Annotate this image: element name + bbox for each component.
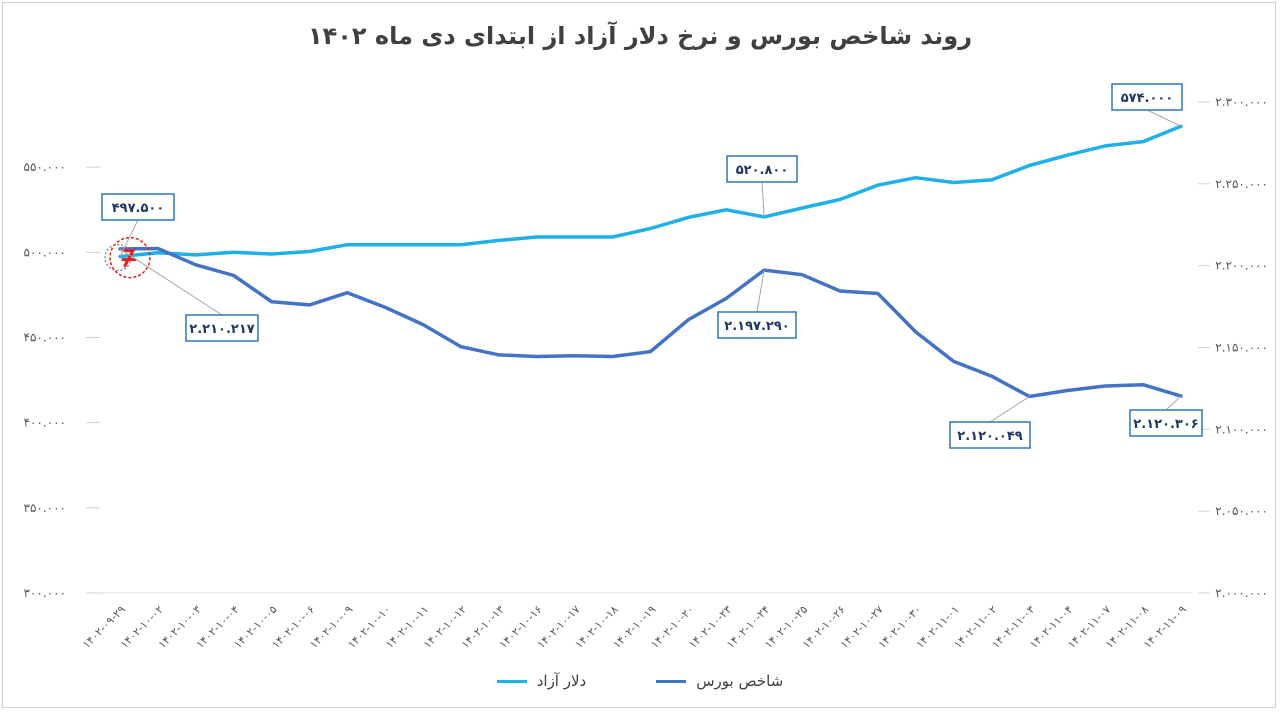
right-tick-label: ۲.۲۰۰.۰۰۰ <box>1215 259 1268 273</box>
right-axis: ۲.۰۰۰.۰۰۰ ۲.۰۵۰.۰۰۰ ۲.۱۰۰.۰۰۰ ۲.۱۵۰.۰۰۰ ۲.۲۰… <box>1198 95 1268 600</box>
callout-leader <box>1146 109 1182 127</box>
x-axis: ۱۴۰۲-۰۹-۲۹۱۴۰۲-۱۰-۰۲۱۴۰۲-۱۰-۰۳۱۴۰۲-۱۰-۰۴… <box>80 603 1189 651</box>
legend: دلار آزاد شاخص بورس <box>0 672 1280 690</box>
callout-leader <box>1165 395 1182 411</box>
left-tick-label: ۴۰۰.۰۰۰ <box>24 416 67 430</box>
left-axis: ۳۰۰.۰۰۰ ۳۵۰.۰۰۰ ۴۰۰.۰۰۰ ۴۵۰.۰۰۰ ۵۰۰.۰۰۰ ۵۵۰.۰… <box>24 160 1193 600</box>
callout-label: ۲.۱۲۰.۳۰۶ <box>1133 417 1198 432</box>
callout-label: ۲.۲۱۰.۲۱۷ <box>189 322 254 337</box>
callout-box <box>949 421 1031 449</box>
callout-box <box>101 193 175 221</box>
callout-leader <box>761 181 765 217</box>
callout-leader <box>119 248 223 316</box>
left-tick-label: ۳۰۰.۰۰۰ <box>24 586 67 600</box>
callout-label: ۴۹۷.۵۰۰ <box>112 201 165 216</box>
legend-swatch-index <box>656 679 687 683</box>
callout-box <box>726 155 798 183</box>
legend-item-dollar: دلار آزاد <box>496 672 587 690</box>
right-tick-label: ۲.۰۰۰.۰۰۰ <box>1215 586 1268 600</box>
series-lines <box>118 124 1183 399</box>
right-tick-label: ۲.۱۵۰.۰۰۰ <box>1215 341 1268 355</box>
callouts: ۴۹۷.۵۰۰ ۵۲۰.۸۰۰ ۵۷۴.۰۰۰ ۲.۲۱۰.۲۱۷ ۲.۱۹۷.۲۹۰ ۲… <box>101 83 1203 449</box>
logo <box>104 236 151 279</box>
right-tick-label: ۲.۲۵۰.۰۰۰ <box>1215 177 1268 191</box>
callout-leader <box>756 270 765 313</box>
left-tick-label: ۴۵۰.۰۰۰ <box>24 331 67 345</box>
left-tick-label: ۵۰۰.۰۰۰ <box>24 245 67 259</box>
logo-ring <box>109 236 151 279</box>
legend-swatch-dollar <box>496 679 527 683</box>
left-tick-label: ۵۵۰.۰۰۰ <box>24 160 67 174</box>
callout-label: ۵۷۴.۰۰۰ <box>1121 91 1174 106</box>
callout-leader <box>989 396 1030 423</box>
right-tick-label: ۲.۳۰۰.۰۰۰ <box>1215 95 1268 109</box>
callout-label: ۲.۱۹۷.۲۹۰ <box>724 319 789 334</box>
chart-title: روند شاخص بورس و نرخ دلار آزاد از ابتدای… <box>307 22 973 50</box>
series-line-index <box>118 246 1183 399</box>
callout-box <box>1111 83 1183 111</box>
logo-mark <box>121 249 137 268</box>
callout-label: ۵۲۰.۸۰۰ <box>736 163 789 178</box>
callout-box <box>185 314 259 342</box>
logo-ring-inner <box>104 243 132 272</box>
legend-item-index: شاخص بورس <box>656 672 783 690</box>
right-tick-label: ۲.۰۵۰.۰۰۰ <box>1215 504 1268 518</box>
legend-label-dollar: دلار آزاد <box>536 672 587 690</box>
callout-label: ۲.۱۲۰.۰۴۹ <box>957 429 1022 444</box>
series-line-dollar <box>118 124 1183 259</box>
legend-label-index: شاخص بورس <box>696 672 784 690</box>
callout-box <box>1129 409 1203 437</box>
left-tick-label: ۳۵۰.۰۰۰ <box>24 501 67 515</box>
callout-box <box>717 311 797 339</box>
right-tick-label: ۲.۱۰۰.۰۰۰ <box>1215 422 1268 436</box>
